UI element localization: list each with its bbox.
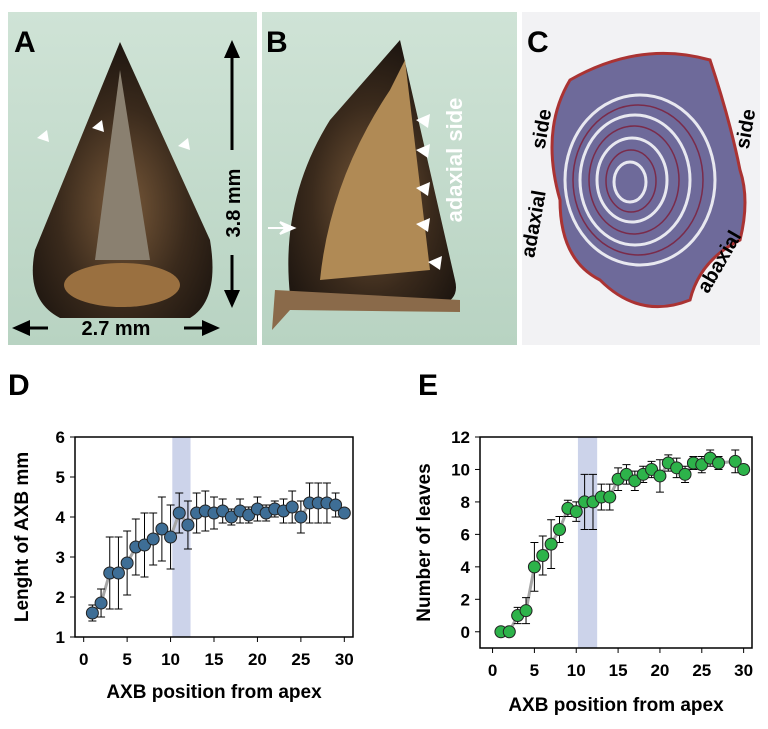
data-point (181, 518, 195, 532)
x-tick-label: 5 (122, 650, 131, 669)
plot-frame (479, 436, 753, 649)
y-axis-label: Number of leaves (414, 463, 435, 621)
data-point (527, 560, 541, 574)
panel-label: B (266, 26, 288, 59)
panel-label: D (8, 369, 30, 402)
data-point (536, 548, 550, 562)
panel-label: C (527, 26, 549, 59)
y-tick-label: 0 (461, 623, 470, 642)
photo-c (522, 12, 760, 345)
data-point (603, 490, 617, 504)
y-tick-label: 1 (56, 628, 65, 647)
y-tick-label: 2 (56, 588, 65, 607)
data-point (294, 510, 308, 524)
data-point (111, 566, 125, 580)
data-point (85, 606, 99, 620)
data-point (164, 530, 178, 544)
x-tick-label: 5 (530, 661, 539, 680)
y-tick-label: 2 (461, 590, 470, 609)
data-point (728, 454, 742, 468)
data-point (146, 532, 160, 546)
x-tick-label: 25 (291, 650, 310, 669)
data-point (155, 522, 169, 536)
x-tick-label: 25 (692, 661, 711, 680)
highlight-band (577, 437, 598, 648)
y-tick-label: 6 (461, 525, 470, 544)
y-tick-label: 6 (56, 428, 65, 447)
data-point (678, 467, 692, 481)
x-tick-label: 20 (248, 650, 267, 669)
panel-label: A (14, 26, 36, 59)
y-tick-label: 12 (451, 428, 470, 447)
data-point (544, 537, 558, 551)
x-tick-label: 30 (734, 661, 753, 680)
data-point (172, 506, 186, 520)
x-tick-label: 0 (79, 650, 88, 669)
y-tick-label: 3 (56, 548, 65, 567)
data-point (329, 498, 343, 512)
data-point (712, 456, 726, 470)
y-tick-label: 8 (461, 493, 470, 512)
x-tick-label: 10 (567, 661, 586, 680)
panel-label: E (418, 369, 438, 402)
data-point (569, 505, 583, 519)
data-point (553, 523, 567, 537)
y-tick-label: 10 (451, 460, 470, 479)
x-tick-label: 20 (650, 661, 669, 680)
x-axis-label: AXB position from apex (508, 695, 724, 716)
x-tick-label: 15 (205, 650, 224, 669)
x-tick-label: 0 (488, 661, 497, 680)
width-label: 2.7 mm (82, 318, 151, 340)
height-label: 3.8 mm (223, 169, 245, 238)
y-tick-label: 4 (461, 558, 471, 577)
x-tick-label: 15 (609, 661, 628, 680)
data-point (519, 604, 533, 618)
b-label: adaxial side (442, 98, 467, 223)
data-point (120, 556, 134, 570)
data-point (285, 500, 299, 514)
photo-b (262, 12, 517, 345)
highlight-band (172, 437, 191, 637)
y-tick-label: 5 (56, 468, 65, 487)
y-axis-label: Lenght of AXB mm (12, 452, 33, 622)
x-tick-label: 10 (161, 650, 180, 669)
x-tick-label: 30 (335, 650, 354, 669)
data-point (737, 462, 751, 476)
photo-a (8, 12, 257, 345)
data-point (502, 625, 516, 639)
data-point (94, 596, 108, 610)
x-axis-label: AXB position from apex (106, 682, 322, 703)
y-tick-label: 4 (56, 508, 66, 527)
data-point (653, 469, 667, 483)
data-point (337, 506, 351, 520)
